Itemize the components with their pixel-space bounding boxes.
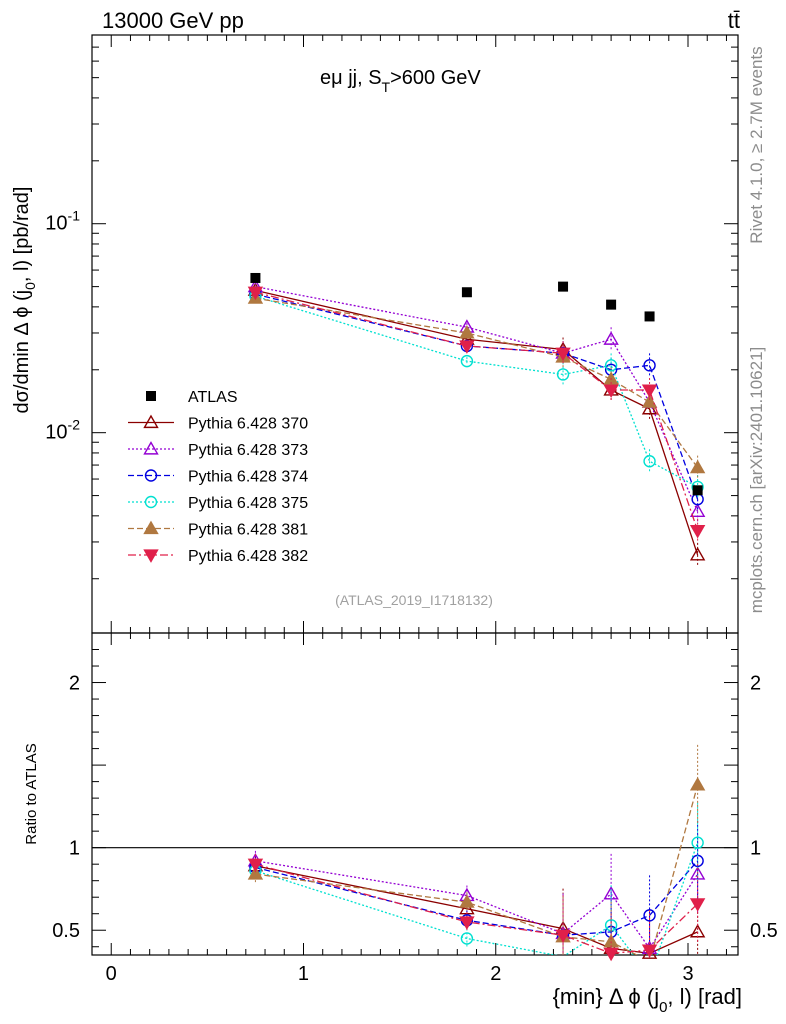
ratio-point — [689, 923, 706, 938]
legend-marker — [146, 391, 156, 401]
data-point — [644, 311, 655, 322]
main-frame — [91, 34, 739, 634]
ratio-frame — [91, 632, 739, 956]
ratio-point — [555, 929, 571, 944]
ratio-point — [641, 944, 658, 958]
series-point — [460, 354, 474, 368]
data-points — [250, 272, 703, 496]
series-point — [689, 525, 706, 539]
series-line — [255, 289, 699, 556]
ratio-point — [247, 866, 264, 880]
y-tick-label: 10-1 — [45, 208, 80, 235]
series-point — [689, 547, 706, 561]
analysis-id: (ATLAS_2019_I1718132) — [335, 592, 493, 608]
data-point — [461, 287, 472, 298]
series-ratio — [247, 744, 706, 962]
ratio-tick-label-right: 2 — [750, 673, 761, 695]
ratio-tick-label: 0.5 — [52, 920, 80, 942]
series-point — [459, 340, 475, 354]
series-point — [603, 331, 619, 345]
mcplots-label: mcplots.cern.ch [arXiv:2401.10621] — [747, 347, 766, 613]
legend-marker — [143, 549, 159, 563]
ratio-line — [255, 784, 699, 955]
series-line — [255, 295, 698, 488]
ratio-line — [255, 863, 699, 955]
series-point — [643, 455, 656, 468]
series-point — [643, 359, 656, 372]
legend-marker — [144, 469, 158, 482]
ratio-tick-label: 1 — [69, 838, 80, 860]
ratio-point — [641, 945, 658, 959]
legend-label: Pythia 6.428 381 — [188, 522, 308, 539]
series-line — [255, 285, 699, 512]
series-line — [255, 297, 699, 469]
series-point — [689, 503, 706, 517]
ratio-point — [603, 933, 619, 948]
y-tick-label: 10-2 — [45, 417, 80, 444]
data-point — [250, 272, 261, 283]
ratio-point — [689, 777, 706, 791]
series-point — [247, 286, 264, 301]
legend-label: Pythia 6.428 375 — [188, 495, 308, 512]
ratio-point — [643, 909, 656, 922]
legend: ATLAS Pythia 6.428 370 Pythia 6.428 373 Pyt… — [128, 389, 308, 565]
ratio-point — [459, 916, 475, 930]
series-point — [641, 394, 658, 408]
rivet-label: Rivet 4.1.0, ≥ 2.7M events — [747, 46, 766, 243]
y-axis-label: dσ/dmin Δ ϕ (j0, l) [pb/rad] — [11, 186, 38, 413]
data-point — [606, 299, 617, 310]
axes: 0 1 2 3 10-1 10-2 0.5 0.5 1 1 2 2 — [45, 34, 778, 985]
legend-label: ATLAS — [188, 389, 238, 406]
series-point — [604, 359, 618, 372]
x-tick-label: 1 — [298, 963, 309, 985]
ratio-point — [689, 898, 706, 912]
legend-label: Pythia 6.428 373 — [188, 442, 308, 459]
series-point — [555, 347, 571, 362]
series-main — [247, 278, 706, 567]
ratio-line — [255, 865, 698, 955]
series-line — [255, 291, 699, 531]
legend-label: Pythia 6.428 374 — [188, 469, 308, 486]
legend-marker — [143, 520, 159, 535]
legend-label: Pythia 6.428 382 — [188, 548, 308, 565]
series-line — [255, 293, 699, 500]
ratio-point — [459, 894, 475, 908]
ratio-y-axis-label: Ratio to ATLAS — [23, 743, 40, 844]
series-point — [603, 384, 619, 398]
x-axis-label: {min} Δ ϕ (j0, l) [rad] — [553, 984, 742, 1016]
ratio-tick-label: 2 — [69, 673, 80, 695]
ratio-point — [603, 947, 619, 962]
legend-marker — [143, 441, 159, 455]
series-point — [556, 368, 570, 381]
legend-marker — [144, 495, 158, 509]
series-point — [641, 384, 658, 398]
data-point — [558, 281, 569, 292]
ratio-point — [460, 932, 474, 945]
series-point — [459, 325, 475, 339]
ratio-tick-label-right: 0.5 — [750, 920, 778, 942]
energy-label: 13000 GeV pp — [102, 8, 244, 33]
ratio-line — [255, 860, 699, 936]
process-label: tt̄ — [728, 8, 740, 33]
legend-label: Pythia 6.428 370 — [188, 416, 308, 433]
legend-marker — [143, 414, 159, 429]
ratio-line — [255, 860, 699, 950]
series-point — [689, 459, 706, 474]
ratio-tick-label-right: 1 — [750, 838, 761, 860]
data-point — [692, 485, 703, 496]
x-tick-label: 0 — [106, 963, 117, 985]
ratio-point — [691, 836, 704, 849]
x-tick-label: 2 — [490, 963, 501, 985]
ratio-line — [255, 842, 699, 955]
x-tick-label: 3 — [682, 963, 693, 985]
plot-title: eμ jj, ST>600 GeV — [320, 67, 481, 95]
ratio-point — [247, 858, 264, 873]
